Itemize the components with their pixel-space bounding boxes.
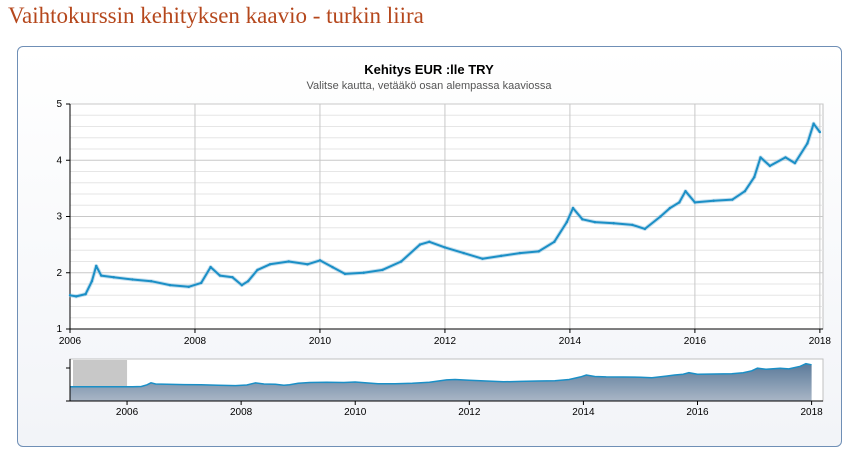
navigator-series-area [70, 363, 812, 401]
data-point [399, 260, 403, 263]
y-tick-label: 2 [56, 268, 62, 279]
data-point [443, 246, 447, 249]
data-point [187, 285, 190, 289]
data-point [743, 189, 747, 193]
data-point [428, 240, 431, 244]
data-point [659, 215, 662, 218]
data-point [95, 264, 98, 268]
navigator-x-tick-label: 2014 [572, 407, 595, 418]
data-point [100, 274, 103, 277]
data-point [499, 254, 503, 258]
navigator-x-tick-label: 2018 [800, 407, 823, 418]
x-tick-label: 2016 [684, 336, 707, 347]
data-point [218, 274, 222, 277]
data-point [84, 292, 87, 296]
data-point [753, 175, 756, 179]
data-point [612, 222, 615, 225]
data-point [712, 199, 715, 202]
navigator-chart[interactable]: 2006 2008 2010 2012 2014 2016 2018 [66, 358, 824, 418]
data-point [287, 260, 290, 263]
x-tick-label: 2014 [559, 336, 582, 347]
data-point [362, 271, 365, 274]
data-point [246, 279, 250, 283]
x-tick-label: 2008 [184, 336, 207, 347]
data-point [593, 220, 597, 224]
main-plot[interactable]: 2006 2008 2010 2012 2014 2016 2018 1 2 3 4 5 [56, 99, 831, 347]
chart-title: Kehitys EUR :lle TRY [364, 62, 494, 77]
y-tick-label: 4 [56, 155, 62, 166]
navigator-series-line [70, 362, 812, 388]
data-point [581, 218, 584, 221]
x-tick-label: 2012 [434, 336, 457, 347]
data-point [731, 198, 734, 201]
data-point [631, 223, 634, 227]
x-tick-label: 2006 [59, 336, 82, 347]
data-point [306, 263, 309, 266]
data-point [565, 220, 568, 224]
page-title: Vaihtokurssin kehityksen kaavio - turkin… [8, 3, 424, 28]
data-point [818, 130, 822, 134]
data-point [537, 250, 540, 253]
x-tick-label: 2018 [809, 336, 832, 347]
data-point [553, 240, 556, 244]
data-point [571, 206, 575, 210]
navigator-x-tick-label: 2008 [230, 407, 253, 418]
data-point [418, 243, 422, 246]
navigator-x-tick-label: 2016 [686, 407, 709, 418]
data-point [678, 201, 681, 204]
data-point [643, 227, 647, 231]
data-point [784, 156, 787, 159]
data-point [131, 278, 134, 281]
data-point [381, 268, 384, 272]
data-point [481, 257, 484, 260]
data-point [112, 276, 115, 279]
navigator-x-tick-label: 2012 [458, 407, 481, 418]
data-point [693, 201, 697, 204]
navigator-x-tick-label: 2006 [116, 407, 139, 418]
data-point [256, 268, 259, 272]
data-point [343, 272, 347, 276]
data-point [318, 259, 322, 262]
data-point [518, 251, 522, 255]
data-point [240, 283, 244, 287]
chart-subtitle: Valitse kautta, vetääkö osan alempassa k… [307, 80, 553, 92]
data-point [68, 294, 72, 297]
data-point [200, 281, 203, 285]
data-point [684, 189, 687, 193]
data-point [150, 279, 153, 283]
data-point [668, 206, 672, 210]
data-point [812, 122, 815, 125]
y-tick-label: 5 [56, 99, 62, 110]
data-point [331, 265, 334, 269]
data-point [759, 156, 762, 159]
y-tick-label: 3 [56, 212, 62, 223]
data-point [75, 295, 78, 298]
data-point [209, 265, 212, 269]
data-point [768, 164, 772, 168]
data-point [462, 251, 465, 255]
data-point [793, 161, 797, 165]
navigator-x-tick-label: 2010 [344, 407, 367, 418]
x-tick-label: 2010 [309, 336, 332, 347]
data-point [90, 279, 94, 283]
data-point [231, 276, 234, 279]
data-point [268, 263, 272, 266]
data-point [168, 283, 172, 287]
data-point [806, 142, 809, 145]
y-tick-label: 1 [56, 324, 62, 335]
